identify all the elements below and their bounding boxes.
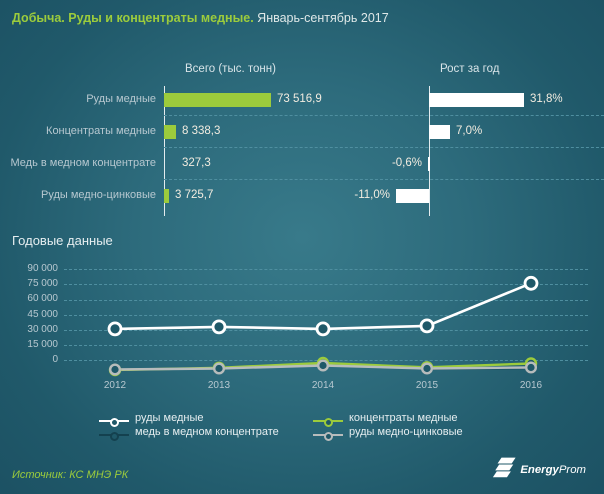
svg-text:EnergyProm: EnergyProm [520,464,586,476]
